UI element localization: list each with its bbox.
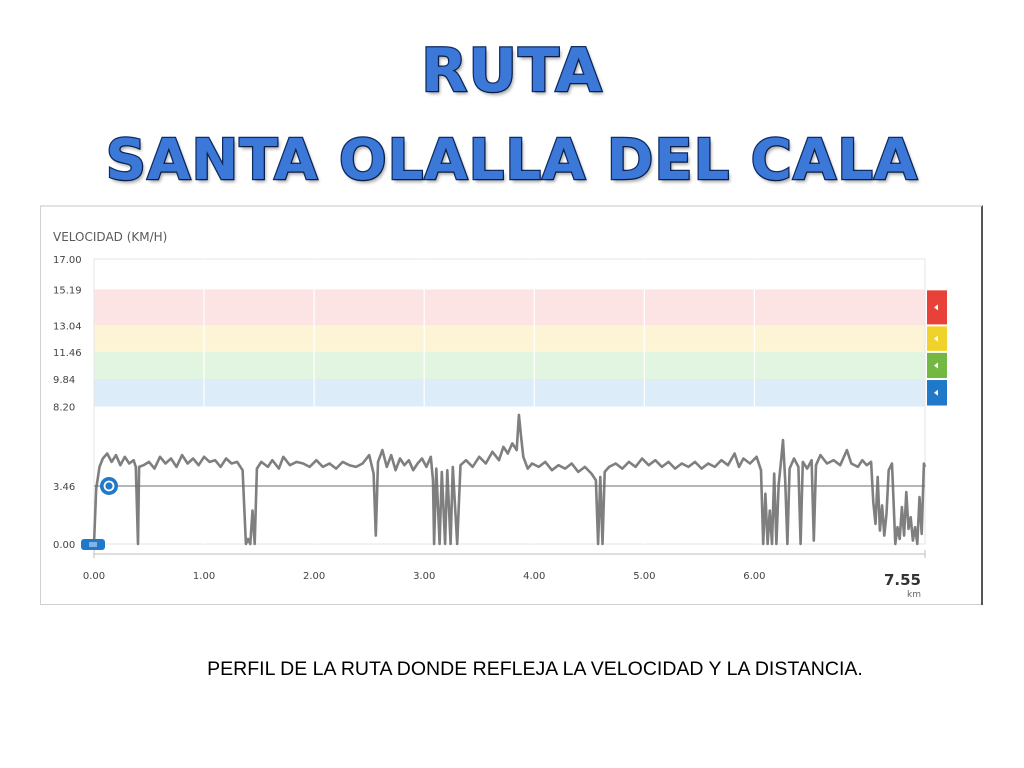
x-unit-label: km	[907, 590, 921, 600]
x-tick-label: 0.00	[83, 571, 105, 582]
speed-zone-band	[94, 351, 925, 380]
zone-marker[interactable]	[927, 352, 947, 379]
speed-chart: VELOCIDAD (KM/H) 0.00 3.46 8.20 9.84 11.46 13…	[53, 230, 947, 600]
y-tick-label: 17.00	[53, 255, 82, 266]
x-tick-label: 6.00	[743, 571, 765, 582]
speed-zone-band	[94, 289, 925, 326]
zone-marker[interactable]	[927, 290, 947, 325]
arrow-left-icon	[934, 362, 938, 369]
grip-icon	[89, 542, 97, 547]
y-tick-label: 15.19	[53, 285, 82, 296]
average-handle[interactable]	[100, 476, 118, 495]
speed-zone-band	[94, 325, 925, 352]
arrow-left-icon	[934, 389, 938, 396]
y-tick-label: 9.84	[53, 375, 75, 386]
arrow-left-icon	[934, 304, 938, 311]
refresh-icon	[103, 480, 115, 492]
zone-marker[interactable]	[927, 326, 947, 351]
x-tick-label: 1.00	[193, 571, 215, 582]
x-tick-label: 5.00	[633, 571, 655, 582]
arrow-left-icon	[934, 335, 938, 342]
chart-panel: VELOCIDAD (KM/H) 0.00 3.46 8.20 9.84 11.46 13…	[40, 205, 983, 605]
x-tick-label: 3.00	[413, 571, 435, 582]
zero-handle[interactable]	[81, 539, 105, 550]
x-end-label: 7.55	[884, 571, 921, 589]
slide-subtitle: SANTA OLALLA DEL CALA	[105, 127, 919, 195]
y-tick-label: 0.00	[53, 540, 75, 551]
speed-zone-band	[94, 379, 925, 407]
plot-frame	[93, 258, 926, 545]
slide-title: RUTA	[420, 35, 603, 108]
chart-title: VELOCIDAD (KM/H)	[53, 230, 167, 244]
x-tick-label: 4.00	[523, 571, 545, 582]
y-tick-label: 8.20	[53, 403, 75, 414]
slide-caption: PERFIL DE LA RUTA DONDE REFLEJA LA VELOC…	[207, 658, 863, 680]
y-tick-label: 11.46	[53, 348, 82, 359]
y-tick-label: 3.46	[53, 482, 75, 493]
y-tick-label: 13.04	[53, 321, 82, 332]
zone-marker[interactable]	[927, 380, 947, 406]
average-handle-knob	[100, 476, 118, 495]
speed-line	[92, 413, 927, 546]
x-tick-label: 2.00	[303, 571, 325, 582]
